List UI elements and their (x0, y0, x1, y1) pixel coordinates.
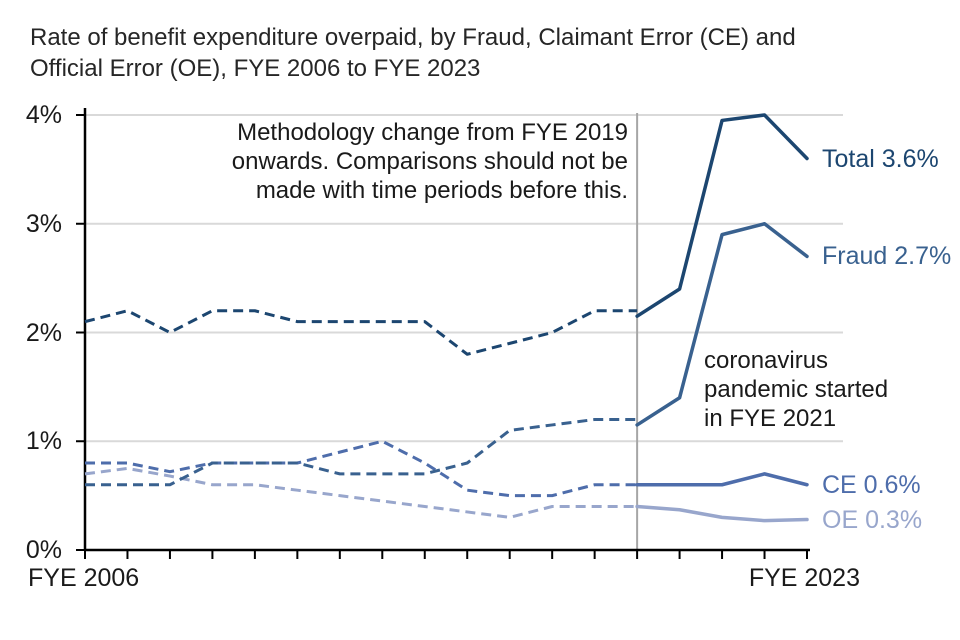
x-axis-label-start: FYE 2006 (28, 564, 140, 592)
ce-line-solid (635, 472, 809, 487)
oe-line-dashed (84, 466, 638, 519)
methodology-annotation-line3: made with time periods before this. (255, 177, 628, 204)
series-label-ce: CE 0.6% (822, 470, 921, 499)
y-axis-label-4pct: 4% (25, 101, 62, 129)
coronavirus-annotation-line3: in FYE 2021 (704, 405, 837, 432)
y-axis-label-0pct: 0% (25, 536, 62, 564)
total-line-solid (635, 113, 809, 318)
methodology-annotation: Methodology change from FYE 2019 onwards… (232, 118, 628, 205)
series-label-fraud: Fraud 2.7% (822, 242, 952, 271)
total-line-dashed (84, 309, 638, 356)
y-axis-label-1pct: 1% (25, 427, 62, 456)
oe-line-solid (635, 504, 809, 523)
chart-title-line2: Official Error (OE), FYE 2006 to FYE 202… (30, 55, 481, 82)
y-axis-label-3pct: 3% (25, 209, 62, 238)
coronavirus-annotation-line1: coronavirus (704, 347, 829, 374)
methodology-annotation-line2: onwards. Comparisons should not be (231, 148, 628, 175)
coronavirus-annotation: coronavirus pandemic started in FYE 2021 (704, 346, 888, 433)
series-label-total: Total 3.6% (822, 144, 939, 173)
series-label-oe: OE 0.3% (822, 505, 923, 534)
coronavirus-annotation-line2: pandemic started (704, 376, 889, 403)
chart-title: Rate of benefit expenditure overpaid, by… (30, 22, 910, 84)
x-axis-label-end: FYE 2023 (748, 564, 860, 592)
methodology-annotation-line1: Methodology change from FYE 2019 (237, 119, 628, 146)
fraud-line-solid (635, 222, 809, 427)
chart-title-line1: Rate of benefit expenditure overpaid, by… (30, 24, 796, 51)
ce-line-dashed (85, 439, 638, 498)
y-axis-label-2pct: 2% (25, 318, 62, 347)
